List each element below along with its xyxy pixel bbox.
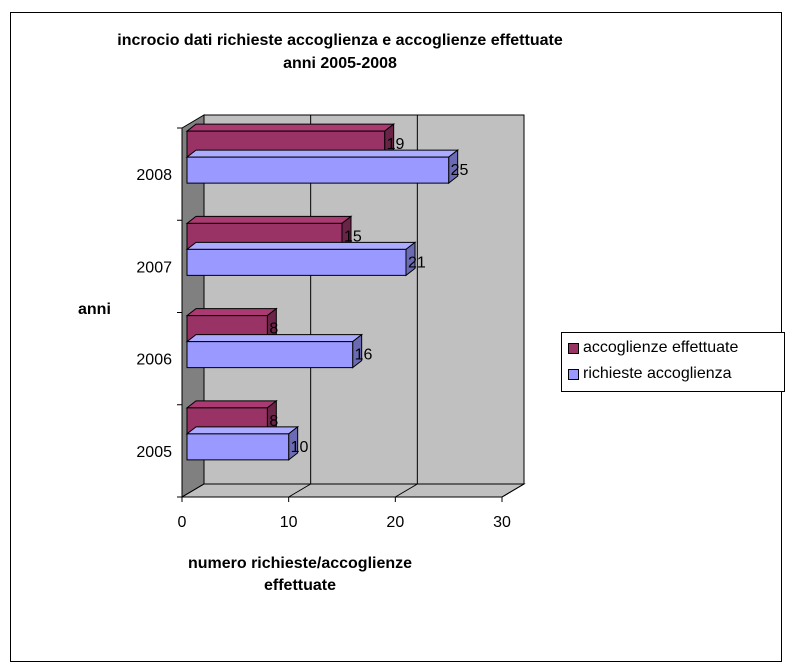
x-gridline-floor: [501, 483, 525, 498]
bar: [186, 248, 407, 276]
bar-top-face: [185, 426, 300, 435]
y-tick-label: 2007: [136, 259, 172, 276]
x-tick-label: 0: [178, 514, 187, 531]
legend-item-richieste-accoglienza: richieste accoglienza: [568, 364, 732, 384]
x-gridline-floor: [395, 483, 418, 498]
x-tick-label: 30: [493, 514, 511, 531]
bar-top-face: [185, 149, 460, 158]
legend-item-accoglienze-effettuate: accoglienze effettuate: [568, 338, 738, 358]
chart-title-line-1: incrocio dati richieste accoglienza e ac…: [117, 32, 563, 49]
legend-swatch-accoglienze-effettuate: [568, 342, 579, 354]
bar: [186, 341, 354, 369]
y-axis-label: anni: [78, 301, 111, 318]
bar-top-face: [185, 334, 364, 343]
x-tick-label: 20: [386, 514, 404, 531]
chart-title-line-2: anni 2005-2008: [283, 55, 397, 72]
bar-top-face: [185, 400, 278, 409]
data-label: 21: [408, 254, 426, 271]
data-label: 25: [451, 162, 469, 179]
bar-top-face: [185, 308, 278, 317]
x-gridline-floor: [181, 483, 205, 498]
bar-top-face: [185, 123, 396, 132]
y-tick-label: 2006: [136, 352, 172, 369]
bar-top-face: [185, 215, 353, 224]
chart-legend: accoglienze effettuate richieste accogli…: [561, 332, 785, 392]
x-axis-label: numero richieste/accoglienze effettuate: [160, 553, 440, 597]
data-label: 19: [387, 136, 405, 153]
legend-swatch-richieste-accoglienza: [568, 368, 579, 380]
x-tick-label: 10: [280, 514, 298, 531]
data-label: 15: [344, 228, 362, 245]
data-label: 8: [269, 321, 278, 338]
x-gridline-floor: [288, 483, 311, 498]
x-axis-label-line-2: effettuate: [263, 577, 336, 594]
data-label: 8: [269, 413, 278, 430]
plot-floor: [180, 483, 526, 498]
data-label: 16: [355, 347, 373, 364]
legend-label-accoglienze-effettuate: accoglienze effettuate: [583, 339, 739, 356]
bar: [186, 156, 450, 184]
data-label: 10: [291, 439, 309, 456]
legend-label-richieste-accoglienza: richieste accoglienza: [583, 365, 732, 382]
x-axis-label-line-1: numero richieste/accoglienze: [187, 555, 413, 572]
bar: [186, 433, 290, 461]
bar-top-face: [185, 241, 417, 250]
y-tick-label: 2008: [136, 167, 172, 184]
y-tick-label: 2005: [136, 444, 172, 461]
